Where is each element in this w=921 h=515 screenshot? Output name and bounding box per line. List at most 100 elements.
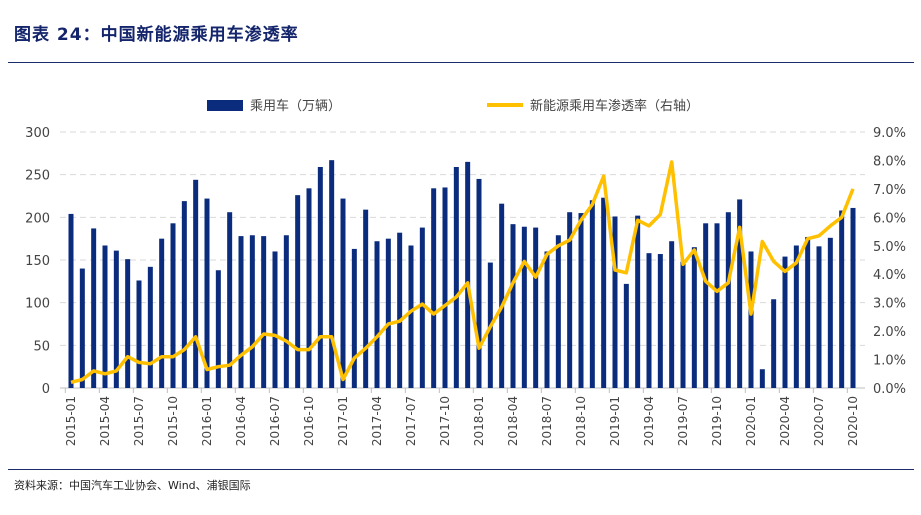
bar-2017-11 bbox=[453, 166, 459, 388]
legend-line-label: 新能源乘用车渗透率（右轴） bbox=[530, 98, 699, 114]
x-tick-label: 2015-04 bbox=[98, 396, 112, 446]
bar-2016-11 bbox=[317, 166, 323, 388]
bar-2020-01 bbox=[748, 251, 754, 388]
bar-2017-01 bbox=[340, 198, 346, 388]
bar-2020-07 bbox=[816, 246, 822, 388]
bar-2018-08 bbox=[555, 235, 561, 388]
legend-bar-label: 乘用车（万辆） bbox=[250, 98, 341, 114]
bar-2016-05 bbox=[249, 235, 255, 388]
y-right-tick-label: 9.0% bbox=[873, 126, 906, 141]
bar-2020-02 bbox=[759, 369, 765, 388]
bar-2018-05 bbox=[521, 226, 527, 388]
bar-2018-10 bbox=[578, 213, 584, 388]
bar-2016-03 bbox=[227, 212, 233, 388]
x-tick-label: 2018-01 bbox=[472, 396, 486, 446]
bar-2016-07 bbox=[272, 251, 278, 388]
bar-2019-09 bbox=[703, 223, 709, 388]
x-tick-label: 2017-04 bbox=[370, 396, 384, 446]
bar-2015-09 bbox=[159, 238, 165, 388]
bar-2019-04 bbox=[646, 253, 652, 388]
x-tick-label: 2020-04 bbox=[778, 396, 792, 446]
bar-2018-04 bbox=[510, 224, 516, 388]
bar-2015-10 bbox=[170, 223, 176, 388]
bar-2019-11 bbox=[725, 212, 731, 388]
x-tick-label: 2018-10 bbox=[574, 396, 588, 446]
x-tick-label: 2015-10 bbox=[166, 396, 180, 446]
source-rule bbox=[8, 469, 914, 470]
bar-2018-01 bbox=[476, 178, 482, 388]
bar-2015-06 bbox=[125, 259, 131, 388]
x-tick-label: 2019-07 bbox=[676, 396, 690, 446]
y-right-tick-label: 2.0% bbox=[873, 325, 906, 340]
bar-2020-03 bbox=[771, 299, 777, 388]
bar-2017-06 bbox=[397, 232, 403, 388]
bar-2020-06 bbox=[805, 236, 811, 388]
bar-2015-05 bbox=[113, 250, 119, 388]
x-tick-label: 2016-07 bbox=[268, 396, 282, 446]
bar-2017-03 bbox=[363, 209, 369, 388]
x-tick-label: 2020-01 bbox=[744, 396, 758, 446]
y-left-tick-label: 250 bbox=[25, 169, 50, 184]
y-right-tick-label: 1.0% bbox=[873, 354, 906, 369]
bar-2017-09 bbox=[431, 188, 437, 388]
bar-2015-02 bbox=[79, 268, 85, 388]
bar-2019-03 bbox=[635, 215, 641, 388]
legend-bar-swatch bbox=[207, 100, 243, 111]
x-tick-label: 2020-07 bbox=[812, 396, 826, 446]
bar-2019-08 bbox=[691, 247, 697, 388]
x-tick-label: 2020-10 bbox=[846, 396, 860, 446]
x-tick-label: 2016-04 bbox=[234, 396, 248, 446]
x-tick-label: 2015-01 bbox=[64, 396, 78, 446]
source-note: 资料来源：中国汽车工业协会、Wind、浦银国际 bbox=[14, 479, 251, 492]
bar-2017-07 bbox=[408, 245, 414, 388]
x-tick-label: 2019-01 bbox=[608, 396, 622, 446]
bar-2018-09 bbox=[567, 212, 573, 388]
bar-2016-04 bbox=[238, 236, 244, 388]
chart-svg: 0 50 100 150 200 250 300 0.0% 1.0% 2.0% 3.0% 4.0% 5.… bbox=[25, 98, 906, 446]
x-tick-label: 2017-07 bbox=[404, 396, 418, 446]
bar-2019-07 bbox=[680, 261, 686, 388]
x-tick-label: 2019-10 bbox=[710, 396, 724, 446]
y-left-tick-label: 300 bbox=[25, 126, 50, 141]
x-tick-label: 2015-07 bbox=[132, 396, 146, 446]
bar-2019-02 bbox=[623, 283, 629, 388]
bar-2020-09 bbox=[839, 210, 845, 388]
bar-2019-01 bbox=[612, 216, 618, 388]
bar-2020-10 bbox=[850, 207, 856, 388]
y-right-tick-label: 3.0% bbox=[873, 297, 906, 312]
bar-2019-06 bbox=[669, 241, 675, 388]
x-tick-label: 2016-10 bbox=[302, 396, 316, 446]
bar-2016-01 bbox=[204, 198, 210, 388]
title-rule bbox=[8, 62, 914, 63]
bar-2020-05 bbox=[793, 245, 799, 388]
bar-2016-10 bbox=[306, 188, 312, 388]
bar-2020-04 bbox=[782, 256, 788, 388]
figure-title: 图表 24：中国新能源乘用车渗透率 bbox=[14, 25, 299, 45]
legend: 乘用车（万辆） 新能源乘用车渗透率（右轴） bbox=[207, 98, 699, 114]
y-left-tick-label: 100 bbox=[25, 297, 50, 312]
y-left-tick-label: 200 bbox=[25, 211, 50, 226]
y-right-tick-label: 7.0% bbox=[873, 183, 906, 198]
y-left-tick-label: 50 bbox=[33, 339, 50, 354]
bar-2016-08 bbox=[283, 235, 289, 388]
bar-2016-06 bbox=[261, 236, 267, 388]
bar-2015-01 bbox=[68, 213, 74, 388]
bar-2016-02 bbox=[215, 270, 221, 388]
y-left-tick-label: 0 bbox=[42, 382, 50, 397]
bar-2015-08 bbox=[147, 266, 153, 388]
bar-2017-10 bbox=[442, 187, 448, 388]
bar-2017-08 bbox=[419, 227, 425, 388]
bar-2015-12 bbox=[193, 179, 199, 388]
y-left-tick-label: 150 bbox=[25, 254, 50, 269]
bar-2015-04 bbox=[102, 245, 108, 388]
bar-2020-08 bbox=[827, 237, 833, 388]
bar-2015-11 bbox=[181, 201, 187, 388]
bar-2019-12 bbox=[737, 199, 743, 388]
bar-2017-12 bbox=[465, 161, 471, 388]
bar-2018-06 bbox=[533, 227, 539, 388]
x-tick-label: 2017-01 bbox=[336, 396, 350, 446]
penetration-line bbox=[70, 160, 855, 384]
x-tick-label: 2018-07 bbox=[540, 396, 554, 446]
y-right-tick-label: 6.0% bbox=[873, 211, 906, 226]
